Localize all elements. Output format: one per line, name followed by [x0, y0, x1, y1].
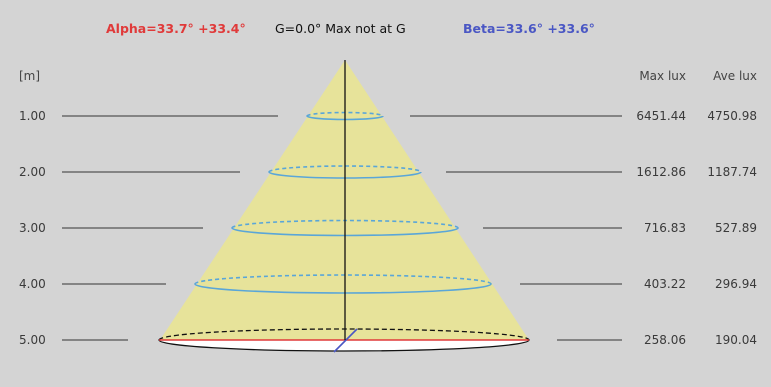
- ave-lux-value-5: 190.04: [715, 333, 757, 347]
- max-lux-value-3: 716.83: [644, 221, 686, 235]
- center-label: G=0.0° Max not at G: [275, 21, 406, 36]
- distance-value-1: 1.00: [19, 109, 46, 123]
- max-lux-value-1: 6451.44: [636, 109, 686, 123]
- distance-value-5: 5.00: [19, 333, 46, 347]
- max-lux-value-2: 1612.86: [636, 165, 686, 179]
- base-ellipse: [158, 328, 530, 353]
- ave-lux-value-2: 1187.74: [707, 165, 757, 179]
- distance-value-3: 3.00: [19, 221, 46, 235]
- distance-value-4: 4.00: [19, 277, 46, 291]
- ave-lux-value-3: 527.89: [715, 221, 757, 235]
- ave-lux-value-4: 296.94: [715, 277, 757, 291]
- distance-unit-label: [m]: [19, 69, 41, 83]
- ave-lux-header: Ave lux: [713, 69, 757, 83]
- isolux-ellipse-4: [194, 274, 492, 294]
- max-lux-header: Max lux: [639, 69, 686, 83]
- max-lux-value-4: 403.22: [644, 277, 686, 291]
- ave-lux-value-1: 4750.98: [707, 109, 757, 123]
- max-lux-value-5: 258.06: [644, 333, 686, 347]
- beta-label: Beta=33.6° +33.6°: [463, 21, 595, 36]
- distance-value-2: 2.00: [19, 165, 46, 179]
- alpha-label: Alpha=33.7° +33.4°: [106, 21, 246, 36]
- beta-axis-line: [333, 328, 358, 353]
